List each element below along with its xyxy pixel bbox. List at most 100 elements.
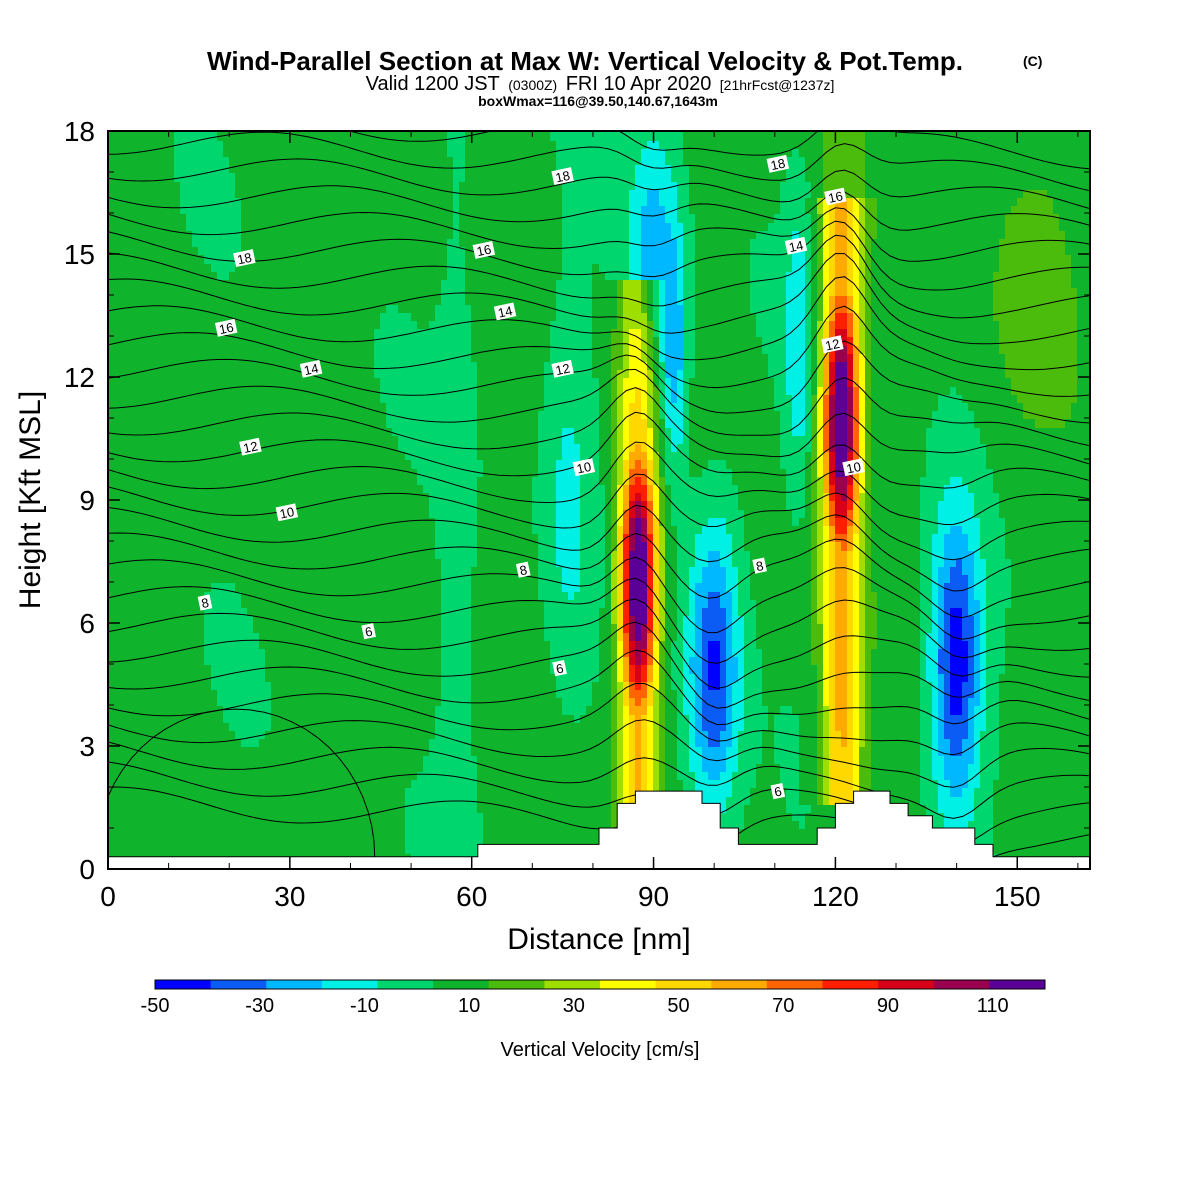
velocity-cell [108, 295, 116, 305]
velocity-cell [120, 524, 128, 534]
velocity-cell [156, 360, 164, 370]
velocity-cell [301, 508, 310, 518]
velocity-cell [362, 680, 370, 690]
velocity-cell [204, 368, 213, 378]
velocity-cell [132, 221, 140, 231]
velocity-cell [235, 385, 243, 395]
velocity-cell [144, 139, 152, 149]
velocity-cell [192, 631, 200, 641]
velocity-cell [168, 426, 176, 436]
velocity-cell [217, 180, 225, 190]
velocity-cell [405, 286, 413, 296]
velocity-cell [132, 672, 140, 682]
velocity-cell [344, 450, 352, 460]
velocity-cell [368, 819, 376, 829]
velocity-cell [283, 664, 291, 674]
velocity-cell [386, 475, 394, 485]
velocity-cell [138, 500, 146, 510]
velocity-cell [247, 803, 255, 813]
velocity-cell [126, 516, 134, 526]
velocity-cell [277, 737, 285, 747]
velocity-cell [301, 213, 310, 223]
velocity-cell [132, 426, 140, 436]
velocity-cell [108, 213, 116, 223]
velocity-cell [277, 582, 285, 592]
velocity-cell [295, 131, 303, 141]
velocity-cell [265, 319, 273, 329]
velocity-cell [156, 680, 164, 690]
velocity-cell [235, 746, 243, 756]
velocity-cell [344, 401, 352, 411]
velocity-cell [198, 131, 206, 141]
velocity-cell [374, 303, 382, 313]
velocity-cell [429, 754, 437, 764]
velocity-cell [259, 524, 267, 534]
velocity-cell [192, 131, 200, 141]
velocity-cell [344, 475, 352, 485]
velocity-cell [411, 426, 419, 436]
velocity-cell [435, 844, 443, 854]
velocity-cell [192, 655, 200, 665]
velocity-cell [259, 188, 267, 198]
velocity-cell [126, 237, 134, 247]
velocity-cell [198, 450, 206, 460]
velocity-cell [314, 311, 322, 321]
velocity-cell [156, 705, 164, 715]
velocity-cell [308, 795, 316, 805]
velocity-cell [320, 844, 328, 854]
velocity-cell [314, 303, 322, 313]
velocity-cell [435, 639, 443, 649]
velocity-cell [253, 459, 261, 469]
velocity-cell [380, 836, 388, 846]
velocity-cell [211, 245, 219, 255]
velocity-cell [186, 286, 194, 296]
velocity-cell [259, 762, 267, 772]
velocity-cell [120, 188, 128, 198]
velocity-cell [217, 590, 225, 600]
velocity-cell [350, 180, 358, 190]
velocity-cell [332, 746, 340, 756]
velocity-cell [283, 172, 291, 182]
velocity-cell [241, 327, 249, 337]
velocity-cell [423, 762, 431, 772]
velocity-cell [156, 565, 164, 575]
velocity-cell [344, 434, 352, 444]
velocity-cell [168, 155, 176, 165]
velocity-cell [423, 204, 431, 214]
velocity-cell [283, 836, 291, 846]
velocity-cell [138, 417, 146, 428]
velocity-cell [398, 327, 407, 337]
velocity-cell [204, 729, 213, 739]
velocity-cell [108, 401, 116, 411]
velocity-cell [241, 524, 249, 534]
velocity-cell [368, 147, 376, 157]
velocity-cell [429, 532, 437, 542]
velocity-cell [314, 434, 322, 444]
velocity-cell [114, 639, 122, 649]
velocity-cell [271, 647, 279, 657]
velocity-cell [441, 713, 449, 723]
velocity-cell [204, 500, 213, 510]
velocity-cell [356, 688, 364, 698]
velocity-cell [180, 532, 188, 542]
velocity-cell [283, 582, 291, 592]
velocity-cell [162, 409, 170, 419]
velocity-cell [398, 459, 407, 469]
velocity-cell [429, 491, 437, 501]
velocity-cell [368, 762, 376, 772]
velocity-cell [417, 811, 425, 821]
velocity-cell [320, 213, 328, 223]
velocity-cell [217, 844, 225, 854]
velocity-cell [338, 459, 346, 469]
velocity-cell [192, 844, 200, 854]
velocity-cell [162, 778, 170, 788]
velocity-cell [344, 565, 352, 575]
velocity-cell [386, 770, 394, 780]
velocity-cell [223, 344, 231, 354]
velocity-cell [374, 368, 382, 378]
velocity-cell [386, 828, 394, 838]
velocity-cell [320, 237, 328, 247]
velocity-cell [138, 606, 146, 616]
velocity-cell [108, 696, 116, 706]
velocity-cell [289, 459, 297, 469]
